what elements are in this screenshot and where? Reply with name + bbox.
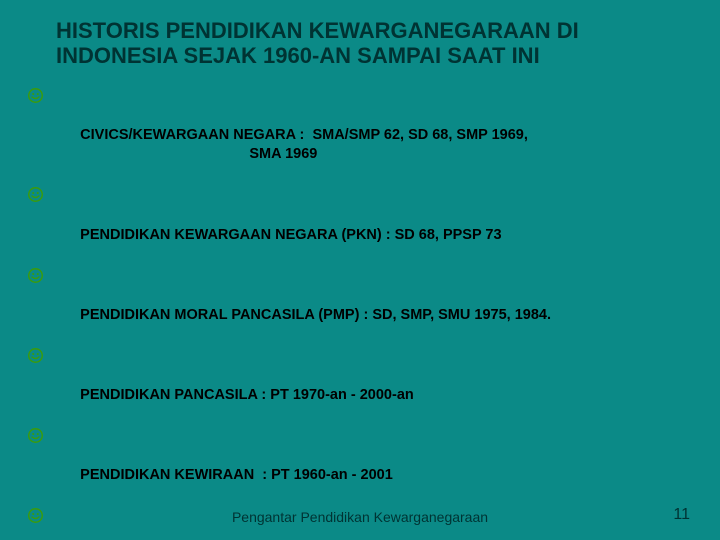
list-item: PENDIDIKAN KEWARGAAN NEGARA (PKN) : SD 6… bbox=[56, 186, 686, 264]
bullet-list: CIVICS/KEWARGAAN NEGARA : SMA/SMP 62, SD… bbox=[56, 87, 686, 540]
page-title: HISTORIS PENDIDIKAN KEWARGANEGARAAN DI I… bbox=[56, 18, 686, 69]
list-item: PENDIDIKAN MORAL PANCASILA (PMP) : SD, S… bbox=[56, 267, 686, 345]
smiley-icon bbox=[28, 348, 43, 363]
page-number: 11 bbox=[673, 506, 690, 524]
smiley-icon bbox=[28, 428, 43, 443]
list-item-text: PENDIDIKAN KEWARGAAN NEGARA (PKN) : SD 6… bbox=[80, 227, 501, 243]
smiley-icon bbox=[28, 187, 43, 202]
list-item-text: PENDIDIKAN KEWIRAAN : PT 1960-an - 2001 bbox=[80, 467, 393, 483]
list-item: CIVICS/KEWARGAAN NEGARA : SMA/SMP 62, SD… bbox=[56, 87, 686, 185]
list-item-text: CIVICS/KEWARGAAN NEGARA : SMA/SMP 62, SD… bbox=[56, 127, 528, 163]
slide: HISTORIS PENDIDIKAN KEWARGANEGARAAN DI I… bbox=[0, 0, 720, 540]
smiley-icon bbox=[28, 268, 43, 283]
smiley-icon bbox=[28, 88, 43, 103]
footer-text: Pengantar Pendidikan Kewarganegaraan bbox=[0, 509, 720, 526]
list-item: PENDIDIKAN KEWIRAAN : PT 1960-an - 2001 bbox=[56, 427, 686, 505]
list-item: PENDIDIKAN PANCASILA : PT 1970-an - 2000… bbox=[56, 347, 686, 425]
list-item-text: PENDIDIKAN PANCASILA : PT 1970-an - 2000… bbox=[80, 387, 414, 403]
list-item-text: PENDIDIKAN MORAL PANCASILA (PMP) : SD, S… bbox=[80, 307, 551, 323]
